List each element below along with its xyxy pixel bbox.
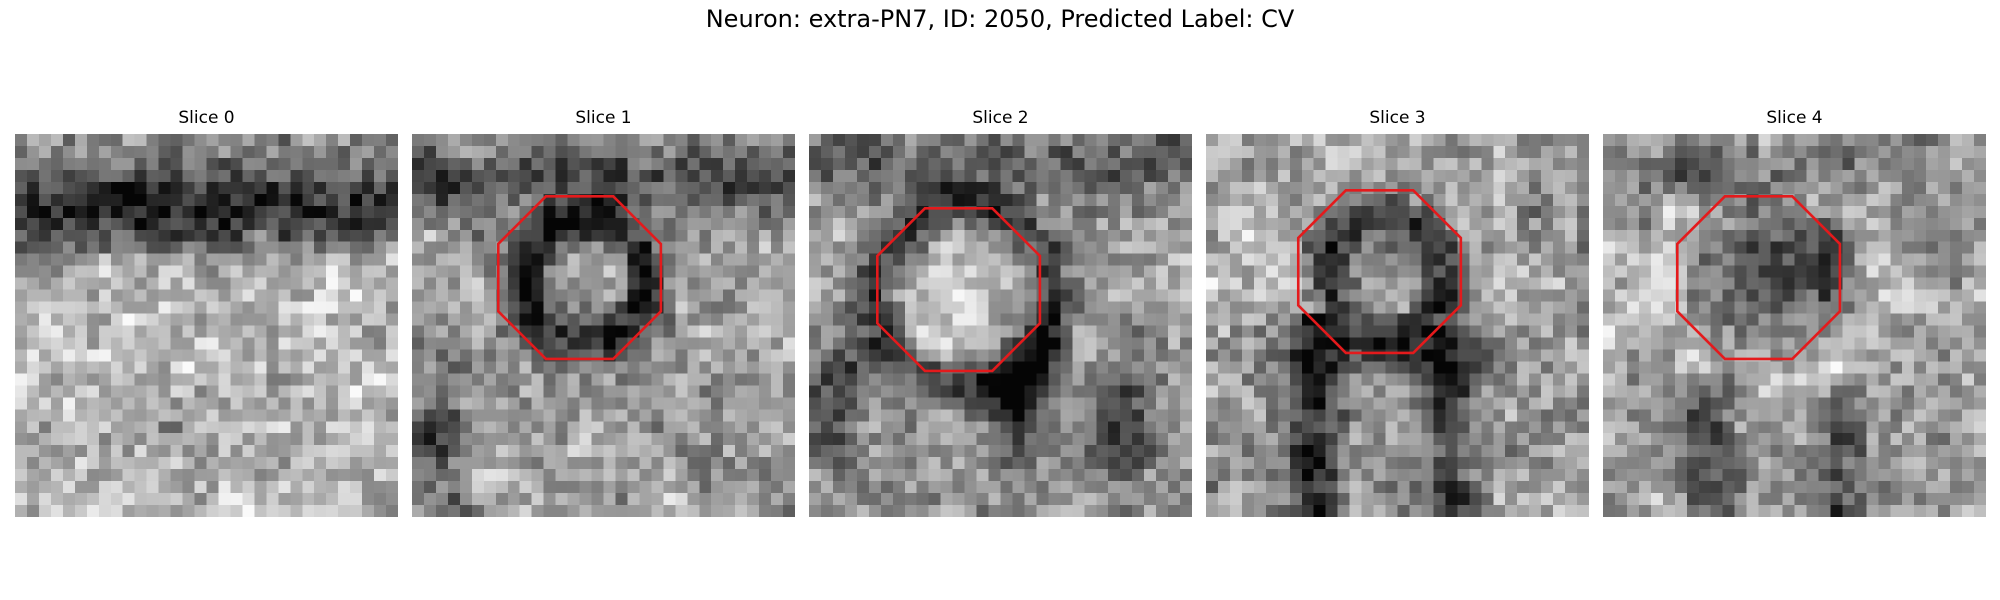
slice-image-2 xyxy=(809,134,1192,517)
slice-panel-0: Slice 0 xyxy=(15,106,398,518)
slice-title-0: Slice 0 xyxy=(178,108,235,128)
pixel-grid xyxy=(1206,134,1589,517)
slice-1-svg xyxy=(412,134,795,517)
pixel-grid xyxy=(809,134,1192,517)
slice-3-svg xyxy=(1206,134,1589,517)
slice-2-svg xyxy=(809,134,1192,517)
slice-panel-1: Slice 1 xyxy=(412,106,795,518)
pixel-grid xyxy=(1603,134,1986,517)
roi-octagon-outline xyxy=(876,206,1042,373)
figure-title: Neuron: extra-PN7, ID: 2050, Predicted L… xyxy=(705,5,1295,33)
slice-title-2: Slice 2 xyxy=(972,108,1029,128)
pixel-grid xyxy=(15,134,398,517)
slice-0-svg xyxy=(15,134,398,517)
slice-panel-2: Slice 2 xyxy=(809,106,1192,518)
pixel-grid xyxy=(412,134,795,517)
slice-image-1 xyxy=(412,134,795,517)
slice-image-3 xyxy=(1206,134,1589,517)
slice-4-svg xyxy=(1603,134,1986,517)
slice-title-1: Slice 1 xyxy=(575,108,632,128)
slice-panel-4: Slice 4 xyxy=(1603,106,1986,518)
slice-image-4 xyxy=(1603,134,1986,517)
roi-octagon-outline xyxy=(1675,195,1842,361)
slice-panel-3: Slice 3 xyxy=(1206,106,1589,518)
roi-octagon-outline xyxy=(496,195,663,361)
slice-image-0 xyxy=(15,134,398,517)
slice-title-3: Slice 3 xyxy=(1369,108,1426,128)
slice-title-4: Slice 4 xyxy=(1766,108,1823,128)
roi-octagon-outline xyxy=(1296,189,1463,355)
